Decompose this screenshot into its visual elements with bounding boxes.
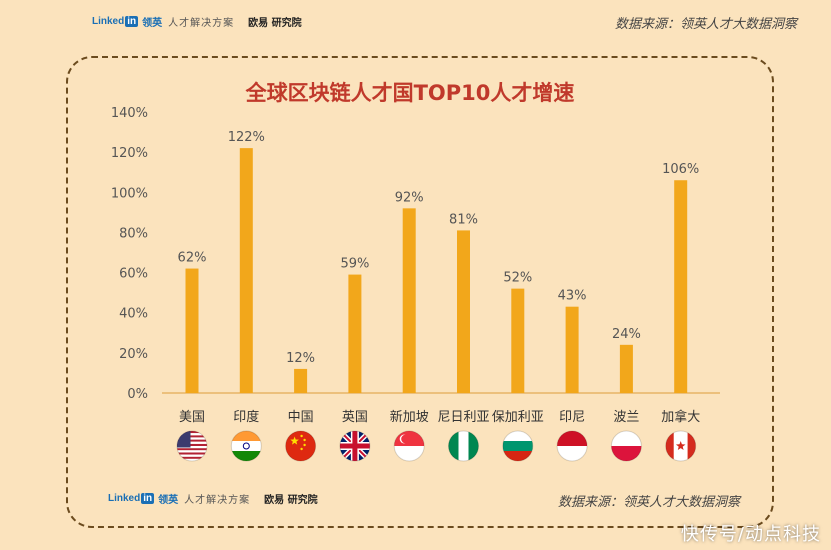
- footer-brand: Linked in 领英 人才解决方案 欧易 研究院: [108, 491, 318, 506]
- china-flag-icon: [285, 430, 317, 462]
- x-axis: 美国 印度 中国 英国 新加坡 尼日利亚 保加利亚 印尼 波兰 加拿大: [179, 409, 700, 425]
- x-tick-label: 尼日利亚: [437, 410, 489, 425]
- linkedin-subtitle: 人才解决方案: [168, 18, 235, 29]
- x-tick-label: 英国: [342, 410, 368, 425]
- linkedin-logo: Linked in: [92, 16, 139, 27]
- y-tick-label: 20%: [119, 347, 148, 362]
- x-tick-label: 加拿大: [661, 409, 700, 425]
- y-tick-label: 60%: [119, 267, 148, 282]
- flags-group: [176, 430, 697, 462]
- bar: [294, 368, 308, 393]
- data-label: 59%: [340, 257, 369, 272]
- watermark: 快传号/动点科技: [680, 524, 821, 545]
- x-tick-label: 新加坡: [390, 409, 429, 425]
- data-label: 43%: [558, 289, 587, 304]
- linkedin-cn-name: 领英: [142, 18, 163, 29]
- data-label: 24%: [612, 327, 641, 342]
- chart-frame: [66, 56, 774, 528]
- data-label: 106%: [662, 162, 699, 177]
- x-tick-label: 美国: [179, 410, 205, 425]
- footer-source: 数据来源：领英人才大数据洞察: [558, 495, 741, 510]
- data-label: 92%: [395, 190, 424, 205]
- data-label: 122%: [228, 130, 265, 145]
- poland-flag-icon: [610, 430, 642, 462]
- okx-research-logo: 欧易 研究院: [248, 18, 302, 29]
- bulgaria-flag-icon: [502, 430, 534, 462]
- bar: [511, 288, 525, 393]
- x-tick-label: 波兰: [613, 410, 639, 425]
- x-tick-label: 保加利亚: [492, 410, 544, 425]
- y-tick-label: 40%: [119, 307, 148, 322]
- header-source: 数据来源：领英人才大数据洞察: [614, 17, 797, 32]
- y-tick-label: 100%: [111, 186, 148, 201]
- header-brand: Linked in 领英 人才解决方案 欧易 研究院: [92, 14, 302, 29]
- bar: [674, 180, 688, 393]
- canada-flag-icon: [665, 430, 697, 462]
- bar: [402, 208, 416, 393]
- us-flag-icon: [176, 430, 208, 462]
- y-axis: 0% 20% 40% 60% 80% 100% 120% 140%: [111, 106, 720, 402]
- bar: [457, 230, 470, 393]
- data-label: 52%: [503, 271, 532, 286]
- y-tick-label: 0%: [127, 387, 148, 402]
- bar: [185, 268, 199, 393]
- y-tick-label: 140%: [111, 106, 148, 121]
- singapore-flag-icon: [393, 430, 425, 462]
- bar: [348, 274, 362, 393]
- x-tick-label: 印尼: [559, 410, 585, 425]
- y-tick-label: 80%: [119, 226, 148, 241]
- data-label: 12%: [286, 351, 315, 366]
- bar: [619, 344, 633, 393]
- bars-group: 62% 122% 12% 59% 92% 81% 52% 43% 24% 106%: [178, 130, 699, 393]
- okx-research-logo: 欧易 研究院: [264, 495, 318, 506]
- linkedin-cn-name: 领英: [158, 495, 179, 506]
- uk-flag-icon: [339, 430, 371, 462]
- chart-title: 全球区块链人才国TOP10人才增速: [245, 81, 575, 105]
- x-tick-label: 中国: [288, 410, 314, 425]
- y-tick-label: 120%: [111, 146, 148, 161]
- india-flag-icon: [230, 430, 262, 462]
- linkedin-subtitle: 人才解决方案: [184, 495, 251, 506]
- linkedin-logo: Linked in: [108, 493, 155, 504]
- nigeria-flag-icon: [448, 430, 479, 462]
- x-tick-label: 印度: [233, 409, 259, 425]
- data-label: 81%: [449, 212, 478, 227]
- bar: [565, 306, 579, 393]
- bar: [239, 148, 253, 393]
- data-label: 62%: [178, 251, 207, 266]
- indonesia-flag-icon: [556, 430, 588, 462]
